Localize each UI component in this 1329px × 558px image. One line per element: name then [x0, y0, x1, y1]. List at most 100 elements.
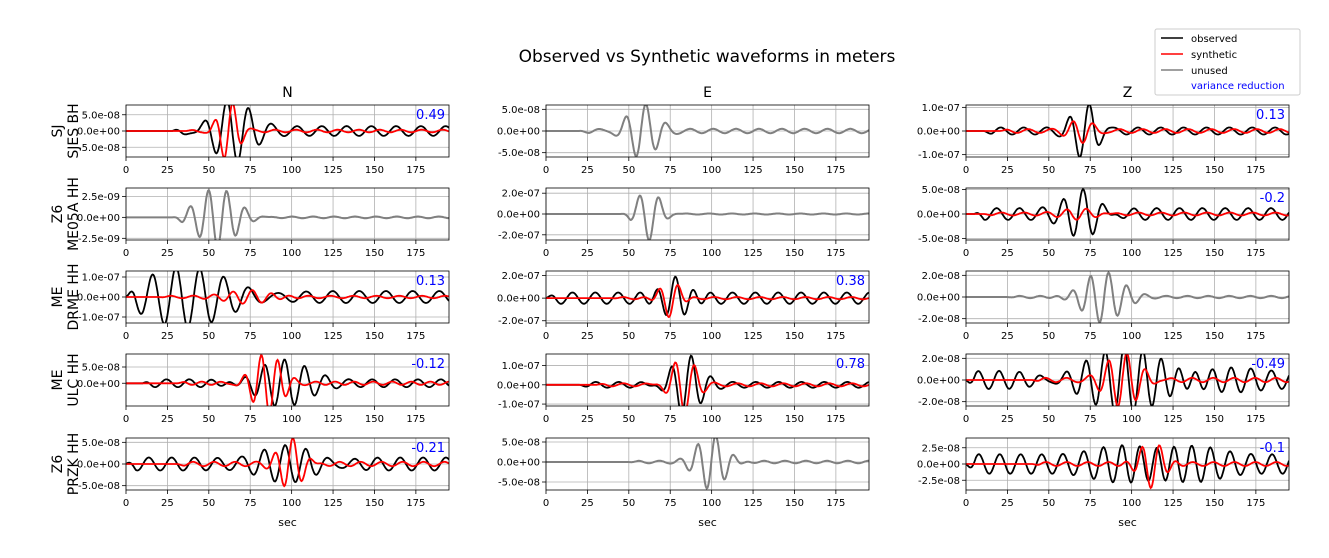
xtick-label: 50 [622, 414, 635, 425]
row-label: Z6PRZK HH [50, 433, 82, 495]
variance-reduction-value: 0.13 [416, 274, 445, 289]
legend: observed synthetic unused variance reduc… [1154, 28, 1301, 96]
xtick-label: 125 [324, 331, 343, 342]
variance-reduction-value: 0.38 [836, 274, 865, 289]
panel-drme-hh-e: 2.0e-07 0.0e+00 -2.0e-070 25 50 75 100 125 150 17… [497, 270, 870, 342]
xtick-label: 175 [1246, 248, 1265, 259]
xtick-label: 175 [1246, 331, 1265, 342]
ytick-label: 2.0e-08 [922, 271, 960, 282]
ytick-label: 2.5e-08 [922, 443, 960, 454]
xtick-label: 50 [202, 414, 215, 425]
xtick-label: 150 [365, 331, 384, 342]
ytick-label: 0.0e+00 [497, 127, 540, 138]
xtick-label: 150 [1205, 498, 1224, 509]
ytick-label: 0.0e+00 [497, 210, 540, 221]
ytick-label: 0.0e+00 [77, 293, 120, 304]
xtick-label: 175 [826, 414, 845, 425]
xtick-label: 75 [244, 498, 257, 509]
ytick-label: 0.0e+00 [77, 379, 120, 390]
legend-frame [1154, 28, 1301, 96]
panel-przk-hh-z: 2.5e-08 0.0e+00 -2.5e-080 25 50 75 100 125 150 17… [917, 437, 1290, 509]
panel-frame [545, 270, 870, 324]
variance-reduction-value: -0.49 [1251, 357, 1285, 372]
panel-sjes-bh-n: 5.0e-08 0.0e+00 -5.0e-080 25 50 75 100 125 150 17… [77, 104, 450, 176]
observed-trace [966, 354, 1289, 406]
ytick-label: 0.0e+00 [917, 460, 960, 471]
ytick-label: 0.0e+00 [917, 210, 960, 221]
xtick-label: 0 [123, 165, 129, 176]
panel-przk-hh-e: 5.0e-08 0.0e+00 -5.0e-080 25 50 75 100 125 150 17… [497, 437, 870, 509]
ytick-label: -2.0e-07 [498, 316, 540, 327]
panel-frame [545, 437, 870, 491]
xtick-label: 175 [826, 331, 845, 342]
panel-sjes-bh-z: 1.0e-07 0.0e+00 -1.0e-070 25 50 75 100 125 150 17… [917, 103, 1290, 176]
observed-trace [966, 105, 1289, 157]
xtick-label: 0 [123, 331, 129, 342]
ytick-label: 1.0e-07 [502, 361, 540, 372]
xtick-label: 150 [365, 248, 384, 259]
observed-trace [966, 444, 1289, 484]
xtick-label: 50 [1042, 331, 1055, 342]
xtick-label: 150 [1205, 165, 1224, 176]
panel-me05a-hh-n: 2.5e-09 0.0e+00 -2.5e-090 25 50 75 100 125 150 17… [77, 187, 450, 259]
observed-trace [966, 188, 1289, 237]
row-label-line: SJ [50, 124, 66, 137]
xtick-label: 100 [282, 414, 301, 425]
xtick-label: 100 [702, 331, 721, 342]
xtick-label: 75 [1084, 165, 1097, 176]
xtick-label: 75 [664, 165, 677, 176]
xtick-label: 25 [581, 248, 594, 259]
xtick-label: 125 [1164, 248, 1183, 259]
xtick-label: 125 [744, 248, 763, 259]
xtick-label: 100 [1122, 165, 1141, 176]
xtick-label: 175 [826, 498, 845, 509]
xtick-label: 175 [406, 498, 425, 509]
x-axis-label: sec [698, 516, 717, 529]
xtick-label: 125 [744, 498, 763, 509]
xtick-label: 50 [622, 165, 635, 176]
row-label-line: ULC HH [66, 353, 82, 406]
unused-trace [546, 105, 869, 157]
panel-me05a-hh-z: 5.0e-08 0.0e+00 -5.0e-080 25 50 75 100 125 150 17… [917, 185, 1290, 259]
xtick-label: 100 [1122, 248, 1141, 259]
synthetic-trace [966, 444, 1289, 490]
xtick-label: 50 [1042, 414, 1055, 425]
xtick-label: 100 [702, 414, 721, 425]
ytick-label: 0.0e+00 [77, 460, 120, 471]
unused-trace [126, 188, 449, 240]
xtick-label: 175 [1246, 165, 1265, 176]
row-label-line: ME [50, 287, 66, 308]
xtick-label: 100 [282, 498, 301, 509]
panel-ulc-hh-n: 5.0e-08 0.0e+00 0 25 50 75 100 125 150 175 -0.12 [77, 353, 450, 425]
panel-przk-hh-n: 5.0e-08 0.0e+00 -5.0e-080 25 50 75 100 125 150 17… [77, 437, 450, 509]
xtick-label: 75 [1084, 331, 1097, 342]
row-label-line: DRME HH [66, 264, 82, 331]
ytick-label: -5.0e-08 [498, 478, 540, 489]
xtick-label: 125 [324, 498, 343, 509]
xtick-label: 50 [622, 498, 635, 509]
xtick-label: 125 [1164, 165, 1183, 176]
xtick-label: 100 [282, 248, 301, 259]
ytick-label: -5.0e-08 [78, 143, 120, 154]
xtick-label: 175 [826, 165, 845, 176]
xtick-label: 50 [622, 248, 635, 259]
ytick-label: 5.0e-08 [82, 438, 120, 449]
row-label-line: PRZK HH [66, 433, 82, 495]
observed-trace [126, 358, 449, 406]
xtick-label: 175 [406, 414, 425, 425]
row-label-line: ME [50, 370, 66, 391]
xtick-label: 25 [1001, 165, 1014, 176]
xtick-label: 100 [702, 165, 721, 176]
xtick-label: 25 [161, 498, 174, 509]
xtick-label: 50 [1042, 248, 1055, 259]
xtick-label: 75 [244, 165, 257, 176]
variance-reduction-value: 0.78 [836, 357, 865, 372]
ytick-label: 2.0e-07 [502, 271, 540, 282]
synthetic-trace [126, 354, 449, 406]
xtick-label: 0 [543, 165, 549, 176]
xtick-label: 75 [664, 331, 677, 342]
ytick-label: 5.0e-08 [502, 438, 540, 449]
xtick-label: 0 [543, 414, 549, 425]
xtick-label: 25 [161, 248, 174, 259]
xtick-label: 0 [963, 248, 969, 259]
